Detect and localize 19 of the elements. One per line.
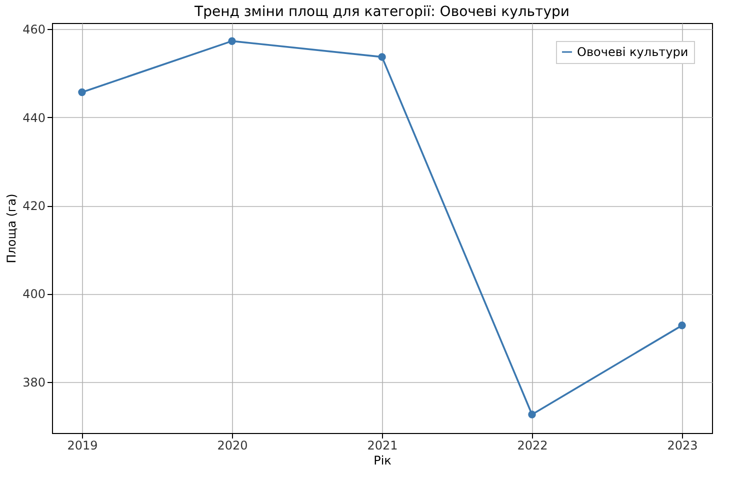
point <box>78 88 86 96</box>
chart-title: Тренд зміни площ для категорії: Овочеві культури <box>194 4 570 20</box>
y-tick-label: 420 <box>22 199 46 214</box>
point <box>378 53 386 61</box>
x-tick-label: 2021 <box>367 438 398 452</box>
y-tick-label: 460 <box>22 22 46 37</box>
x-tick-label: 2019 <box>67 438 98 452</box>
y-tick-label: 400 <box>22 287 46 302</box>
x-axis-title: Рік <box>374 454 392 468</box>
x-tick-label: 2023 <box>667 438 698 452</box>
x-tick-label: 2020 <box>217 438 248 452</box>
point <box>678 322 686 330</box>
point <box>228 37 236 45</box>
y-tick-label: 380 <box>22 375 46 390</box>
x-tick-label: 2022 <box>517 438 548 452</box>
y-tick-label: 440 <box>22 110 46 125</box>
point <box>528 410 536 418</box>
legend-label: Овочеві культури <box>577 45 688 59</box>
y-axis-title: Площа (га) <box>4 194 19 264</box>
